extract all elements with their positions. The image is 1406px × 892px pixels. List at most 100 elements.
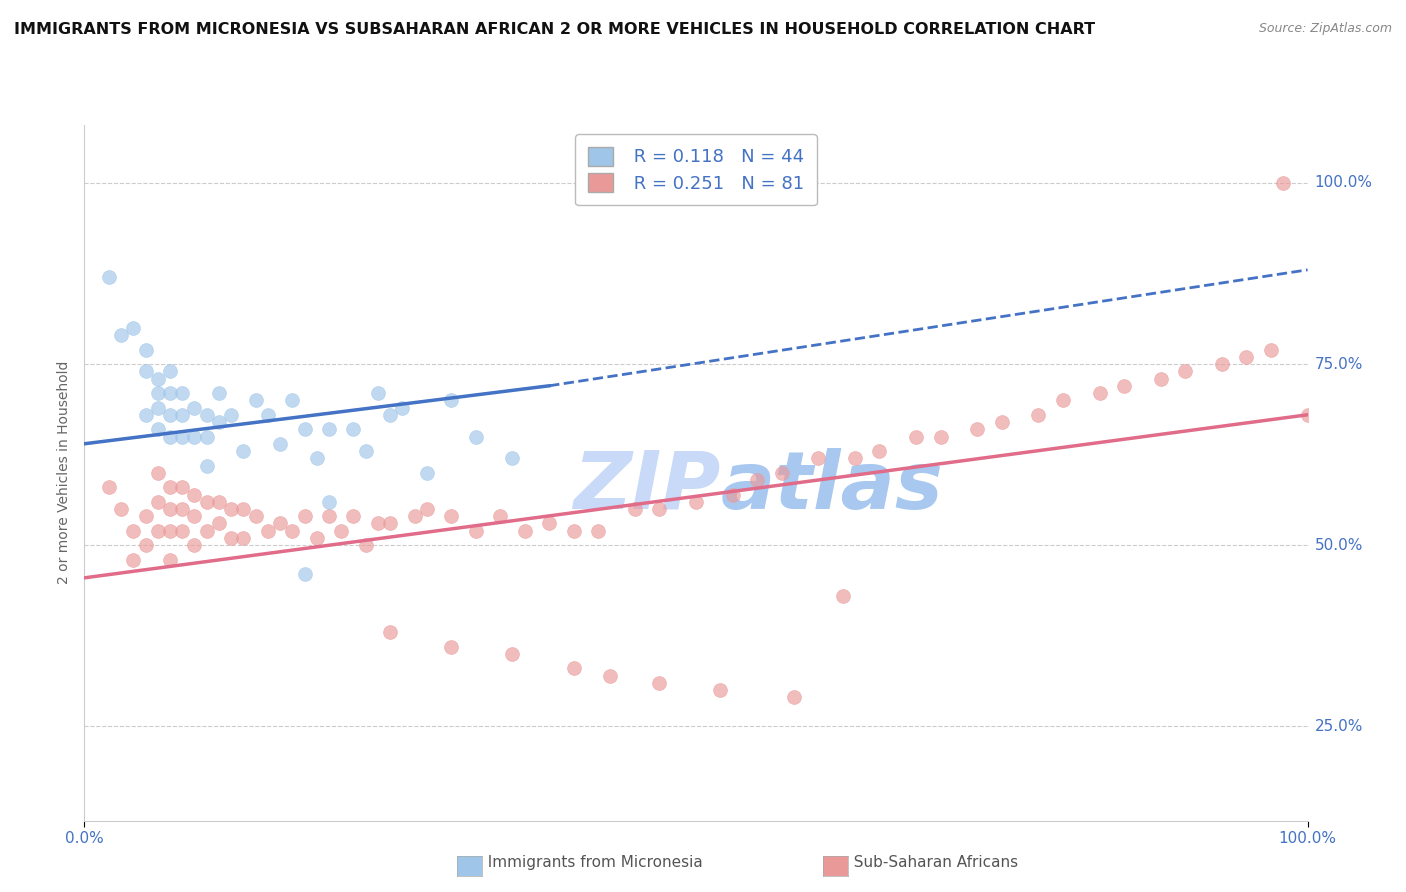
Point	[721, 487, 744, 501]
Point	[97, 270, 120, 285]
Point	[159, 502, 181, 516]
Point	[281, 524, 304, 538]
Point	[1211, 357, 1233, 371]
Point	[318, 509, 340, 524]
Point	[354, 444, 377, 458]
Point	[391, 401, 413, 415]
Point	[195, 458, 218, 473]
Point	[245, 393, 267, 408]
Point	[1260, 343, 1282, 357]
Point	[146, 422, 169, 436]
Point	[624, 502, 647, 516]
Point	[183, 429, 205, 443]
Point	[380, 408, 402, 422]
Point	[685, 494, 707, 508]
Point	[404, 509, 426, 524]
Point	[294, 509, 316, 524]
Point	[318, 494, 340, 508]
Point	[1088, 386, 1111, 401]
Point	[159, 386, 181, 401]
Point	[269, 437, 291, 451]
Point	[501, 647, 523, 661]
Point	[501, 451, 523, 466]
Point	[135, 343, 157, 357]
Point	[1174, 364, 1197, 378]
Y-axis label: 2 or more Vehicles in Household: 2 or more Vehicles in Household	[58, 361, 72, 584]
Point	[1234, 350, 1257, 364]
Point	[783, 690, 806, 705]
Point	[342, 422, 364, 436]
Text: Immigrants from Micronesia: Immigrants from Micronesia	[478, 855, 703, 870]
Point	[183, 538, 205, 552]
Point	[159, 480, 181, 494]
Point	[330, 524, 353, 538]
Point	[1114, 379, 1136, 393]
Point	[416, 466, 439, 480]
Point	[648, 676, 671, 690]
Point	[245, 509, 267, 524]
Point	[208, 415, 231, 429]
Point	[172, 524, 194, 538]
Point	[747, 473, 769, 487]
Point	[281, 393, 304, 408]
Point	[183, 401, 205, 415]
Point	[232, 444, 254, 458]
Point	[562, 524, 585, 538]
Point	[208, 386, 231, 401]
Point	[195, 494, 218, 508]
Point	[367, 386, 389, 401]
Point	[195, 408, 218, 422]
Point	[1150, 371, 1173, 385]
Point	[146, 524, 169, 538]
Point	[489, 509, 512, 524]
Legend:  R = 0.118   N = 44,  R = 0.251   N = 81: R = 0.118 N = 44, R = 0.251 N = 81	[575, 134, 817, 205]
Point	[172, 386, 194, 401]
Text: 75.0%: 75.0%	[1315, 357, 1362, 372]
Point	[146, 386, 169, 401]
Point	[146, 494, 169, 508]
Point	[869, 444, 891, 458]
Point	[1272, 176, 1295, 190]
Text: ZIP: ZIP	[574, 448, 720, 525]
Point	[172, 502, 194, 516]
Point	[905, 429, 928, 443]
Point	[135, 509, 157, 524]
Point	[318, 422, 340, 436]
Point	[232, 502, 254, 516]
Point	[562, 661, 585, 675]
Point	[440, 393, 463, 408]
Point	[342, 509, 364, 524]
Point	[831, 589, 853, 603]
Point	[195, 429, 218, 443]
Point	[122, 552, 145, 567]
Point	[135, 408, 157, 422]
Point	[122, 524, 145, 538]
Text: atlas: atlas	[720, 448, 943, 525]
Point	[844, 451, 866, 466]
Point	[367, 516, 389, 531]
Point	[1028, 408, 1050, 422]
Point	[146, 466, 169, 480]
Point	[416, 502, 439, 516]
Point	[195, 524, 218, 538]
Point	[135, 538, 157, 552]
Point	[354, 538, 377, 552]
Point	[257, 408, 280, 422]
Point	[440, 640, 463, 654]
Point	[709, 683, 731, 698]
Point	[122, 321, 145, 335]
Point	[208, 494, 231, 508]
Point	[172, 408, 194, 422]
Point	[305, 531, 328, 545]
Point	[135, 364, 157, 378]
Point	[232, 531, 254, 545]
Point	[380, 516, 402, 531]
Point	[770, 466, 793, 480]
Point	[807, 451, 830, 466]
Point	[97, 480, 120, 494]
Point	[183, 509, 205, 524]
Text: 100.0%: 100.0%	[1315, 176, 1372, 190]
Point	[1052, 393, 1074, 408]
Point	[159, 364, 181, 378]
Point	[648, 502, 671, 516]
